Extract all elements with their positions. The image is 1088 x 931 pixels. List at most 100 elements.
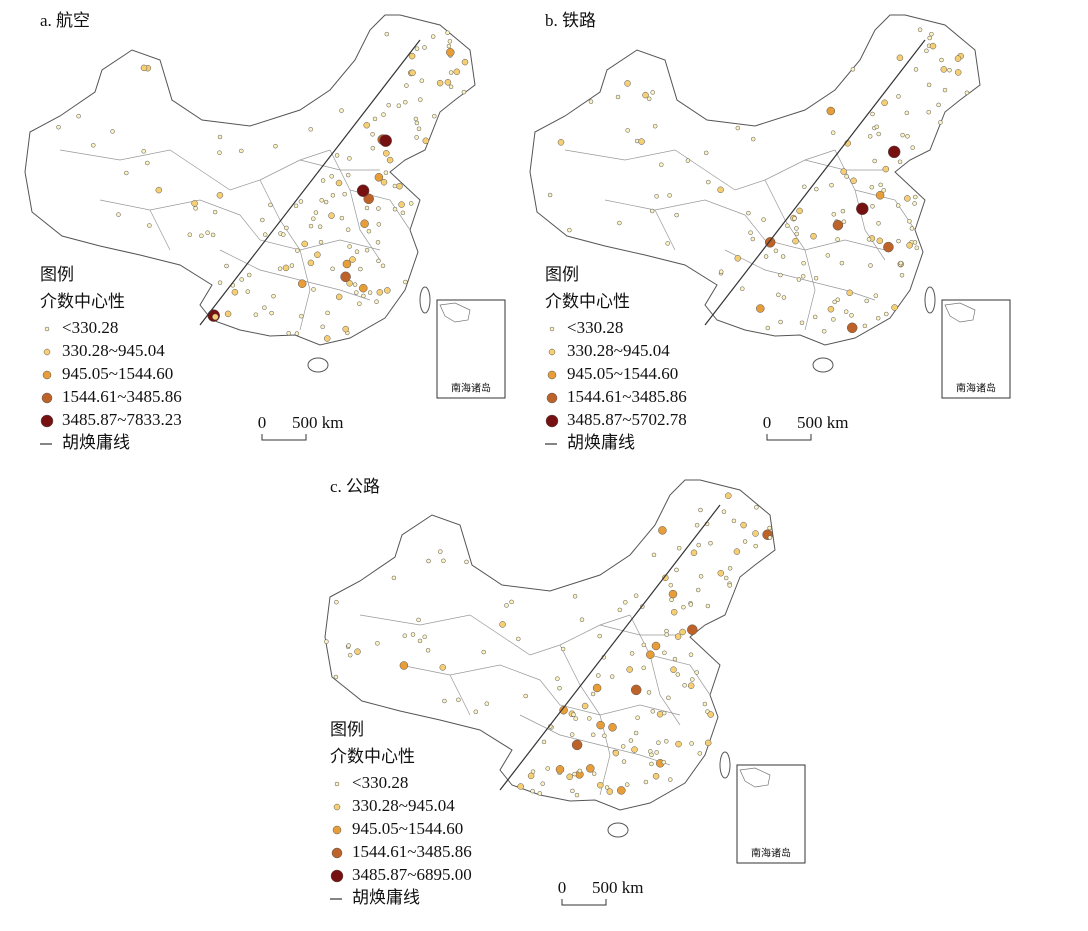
city-node [664, 739, 669, 744]
city-node [271, 293, 276, 299]
city-node [414, 120, 420, 126]
city-node [281, 232, 286, 237]
legend-label: 1544.61~3485.86 [62, 387, 182, 406]
city-node [361, 293, 366, 299]
city-node [633, 593, 639, 598]
city-node [366, 228, 372, 234]
city-node [330, 193, 336, 198]
city-node [413, 116, 419, 122]
city-node [286, 330, 291, 336]
city-node [586, 764, 595, 773]
city-node [414, 135, 419, 140]
city-node [216, 192, 224, 199]
city-node [527, 772, 535, 780]
city-node [800, 274, 806, 279]
city-node [651, 641, 661, 651]
city-node [891, 304, 898, 311]
city-node [689, 741, 694, 746]
city-node [625, 128, 630, 133]
city-node [453, 68, 461, 76]
city-node [698, 507, 703, 513]
city-node [396, 182, 403, 190]
city-node [571, 712, 576, 717]
legend-label: <330.28 [567, 318, 623, 337]
city-node [375, 240, 381, 245]
city-node [56, 124, 61, 130]
city-node [347, 244, 352, 249]
hu-line [499, 504, 721, 791]
city-node [540, 781, 545, 786]
city-node [566, 773, 573, 781]
legend-symbol [545, 414, 559, 428]
city-node [840, 168, 847, 175]
city-node [335, 293, 343, 301]
city-node [646, 96, 652, 102]
city-node [641, 642, 647, 648]
city-node [954, 55, 962, 62]
city-node [896, 238, 901, 244]
city-node [623, 600, 628, 605]
city-node [942, 87, 948, 93]
city-node [384, 31, 390, 37]
city-node [843, 309, 849, 314]
province-boundary [299, 159, 380, 171]
city-node [659, 162, 664, 167]
city-node [604, 785, 610, 790]
city-node [323, 199, 329, 205]
scale-zero: 0 [258, 413, 267, 432]
city-node [899, 272, 905, 278]
city-node [376, 222, 382, 227]
city-node [446, 48, 455, 57]
city-node [329, 174, 334, 179]
city-node [445, 30, 450, 35]
city-node [606, 788, 614, 795]
city-node [668, 777, 673, 782]
city-node [224, 263, 229, 269]
city-node [624, 782, 630, 787]
city-node [849, 313, 854, 318]
legend-line-label: 胡焕庸线 [62, 433, 130, 452]
city-node [76, 113, 81, 119]
city-node [882, 165, 890, 173]
city-node [761, 217, 766, 222]
province-boundary [359, 614, 501, 636]
city-node [721, 509, 727, 514]
city-node [422, 137, 430, 145]
city-node [821, 329, 827, 334]
city-node [346, 643, 351, 648]
city-node [696, 542, 701, 548]
city-node [856, 202, 869, 216]
city-node [597, 781, 604, 789]
city-node [311, 287, 316, 292]
city-node [670, 666, 677, 673]
city-node [262, 305, 267, 310]
city-node [702, 701, 708, 707]
scale-distance: 500 km [592, 878, 643, 897]
city-node [876, 221, 881, 226]
city-node [723, 575, 729, 581]
city-node [356, 184, 370, 197]
scale-zero: 0 [558, 878, 567, 897]
city-node [284, 225, 289, 231]
city-node [609, 674, 615, 679]
city-node [295, 248, 300, 253]
city-node [917, 27, 923, 32]
city-node [864, 298, 869, 304]
city-node [386, 102, 391, 108]
province-boundary [654, 209, 676, 251]
city-node [839, 260, 845, 266]
city-node [875, 191, 885, 200]
city-node [425, 648, 431, 653]
legend-label: 330.28~945.04 [567, 341, 670, 360]
city-node [873, 293, 879, 298]
city-node [357, 301, 362, 306]
city-node [557, 685, 562, 691]
province-boundary [59, 149, 201, 171]
legend-symbol [549, 326, 555, 332]
city-node [706, 179, 711, 185]
city-node [384, 287, 391, 294]
city-node [654, 194, 659, 199]
city-node [630, 684, 642, 696]
city-node [572, 771, 577, 777]
city-node [441, 558, 446, 564]
